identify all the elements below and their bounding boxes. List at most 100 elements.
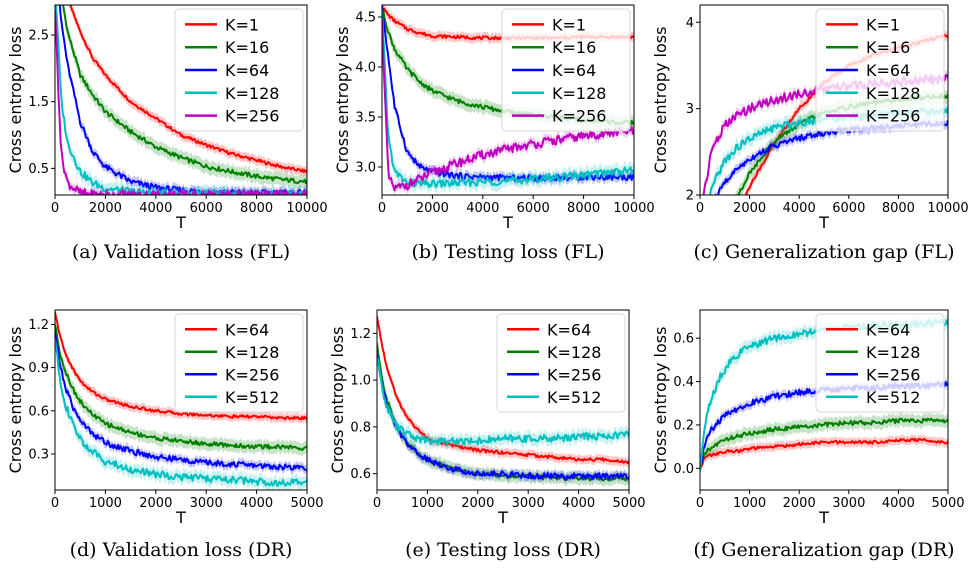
x-tick-label: 2000 <box>461 496 494 511</box>
series-line-K=512 <box>55 339 307 487</box>
legend-label-K=256: K=256 <box>552 107 606 126</box>
y-tick-label: 4 <box>686 16 694 31</box>
series-line-K=256 <box>55 10 307 195</box>
x-tick-label: 0 <box>51 496 59 511</box>
y-axis-label: Cross entropy loss <box>6 27 25 174</box>
x-tick-label: 0 <box>373 496 381 511</box>
legend-label-K=128: K=128 <box>866 84 920 103</box>
legend-label-K=1: K=1 <box>552 15 586 34</box>
legend: K=1 K=16 K=64 K=128 K=256 <box>174 8 304 132</box>
x-tick-label: 8000 <box>567 201 600 216</box>
x-tick-label: 6000 <box>517 201 550 216</box>
series-line-K=256 <box>382 19 634 192</box>
series-line-K=128 <box>382 10 634 189</box>
series-band-K=16 <box>62 5 307 190</box>
series-line-K=128 <box>55 324 307 452</box>
series-group <box>55 310 307 490</box>
series-band-K=16 <box>382 5 634 132</box>
legend: K=64 K=128 K=256 K=512 <box>815 313 945 413</box>
x-tick-label: 1000 <box>411 496 444 511</box>
y-tick-label: 0.0 <box>673 462 694 477</box>
y-axis-label: Cross entropy loss <box>333 27 352 174</box>
series-band-K=256 <box>700 377 948 472</box>
x-tick-label: 2000 <box>733 201 766 216</box>
series-line-K=256 <box>55 331 307 472</box>
x-tick-label: 5000 <box>612 496 645 511</box>
chart-caption: (f) Generalization gap (DR) <box>693 539 954 561</box>
x-tick-label: 6000 <box>190 201 223 216</box>
legend: K=64 K=128 K=256 K=512 <box>496 313 626 413</box>
x-axis-label: T <box>497 508 508 527</box>
x-tick-label: 3000 <box>190 496 223 511</box>
x-tick-label: 1000 <box>89 496 122 511</box>
x-tick-label: 0 <box>696 496 704 511</box>
legend-label-K=16: K=16 <box>225 38 269 57</box>
y-tick-label: 0.3 <box>28 448 49 463</box>
series-band-K=128 <box>700 412 948 476</box>
y-tick-label: 3.0 <box>355 161 376 176</box>
legend-label-K=1: K=1 <box>225 15 259 34</box>
series-line-K=128 <box>700 417 948 470</box>
y-tick-label: 0.4 <box>673 375 694 390</box>
x-tick-label: 5000 <box>931 496 964 511</box>
y-tick-label: 0.6 <box>673 332 694 347</box>
series-line-K=16 <box>61 5 307 185</box>
legend-label-K=128: K=128 <box>866 343 920 362</box>
legend-label-K=256: K=256 <box>547 365 601 384</box>
legend-box <box>174 313 304 413</box>
x-tick-label: 4000 <box>882 496 915 511</box>
series-band-K=128 <box>55 318 307 457</box>
series-line-K=512 <box>377 357 629 446</box>
y-tick-label: 3.5 <box>355 111 376 126</box>
legend-label-K=64: K=64 <box>225 61 269 80</box>
x-tick-label: 4000 <box>240 496 273 511</box>
legend-label-K=64: K=64 <box>552 61 596 80</box>
series-group <box>55 5 307 195</box>
y-axis-label: Cross entropy loss <box>651 27 670 174</box>
y-axis-label: Cross entropy loss <box>6 327 25 474</box>
chart-panel-6: 0 1000 2000 3000 4000 5000 0.0 0.2 0.4 0.6 T Cross … <box>651 309 965 561</box>
legend-label-K=128: K=128 <box>225 343 279 362</box>
series-line-K=1 <box>69 5 307 174</box>
legend-label-K=256: K=256 <box>225 107 279 126</box>
legend-box <box>174 8 304 132</box>
y-tick-label: 0.5 <box>28 162 49 177</box>
y-tick-label: 0.8 <box>350 420 371 435</box>
x-tick-label: 1000 <box>733 496 766 511</box>
x-axis-label: T <box>818 213 829 232</box>
legend: K=1 K=16 K=64 K=128 K=256 <box>501 8 631 132</box>
series-band-K=128 <box>709 100 948 195</box>
legend-label-K=512: K=512 <box>547 388 601 407</box>
series-line-K=128 <box>55 5 307 195</box>
chart-panel-2: 0 2000 4000 6000 8000 10000 3.0 3.5 4.0 4.5 T Cross… <box>333 4 655 263</box>
x-tick-label: 2000 <box>416 201 449 216</box>
x-tick-label: 10000 <box>286 201 327 216</box>
axes-frame <box>699 309 949 491</box>
legend-label-K=16: K=16 <box>866 38 910 57</box>
series-line-K=64 <box>700 437 948 469</box>
series-line-K=128 <box>377 342 629 482</box>
series-line-K=64 <box>55 312 307 421</box>
x-tick-label: 10000 <box>927 201 968 216</box>
y-tick-label: 1.2 <box>28 318 49 333</box>
x-tick-label: 0 <box>51 201 59 216</box>
series-line-K=256 <box>377 353 629 480</box>
y-tick-label: 2.5 <box>28 29 49 44</box>
series-group <box>377 312 629 487</box>
y-tick-label: 4.5 <box>355 11 376 26</box>
y-axis-label: Cross entropy loss <box>651 327 670 474</box>
axes-frame <box>54 309 308 491</box>
axes-frame <box>376 309 630 491</box>
x-axis-label: T <box>175 213 186 232</box>
legend-box <box>815 313 945 413</box>
x-tick-label: 6000 <box>832 201 865 216</box>
legend-label-K=16: K=16 <box>552 38 596 57</box>
x-tick-label: 3000 <box>832 496 865 511</box>
legend-label-K=512: K=512 <box>866 388 920 407</box>
legend-label-K=128: K=128 <box>552 84 606 103</box>
y-tick-label: 3 <box>686 102 694 117</box>
chart-panel-5: 0 1000 2000 3000 4000 5000 0.6 0.8 1.0 1.2 T Cross … <box>328 309 646 561</box>
y-tick-label: 1.5 <box>28 95 49 110</box>
series-band-K=64 <box>700 434 948 473</box>
